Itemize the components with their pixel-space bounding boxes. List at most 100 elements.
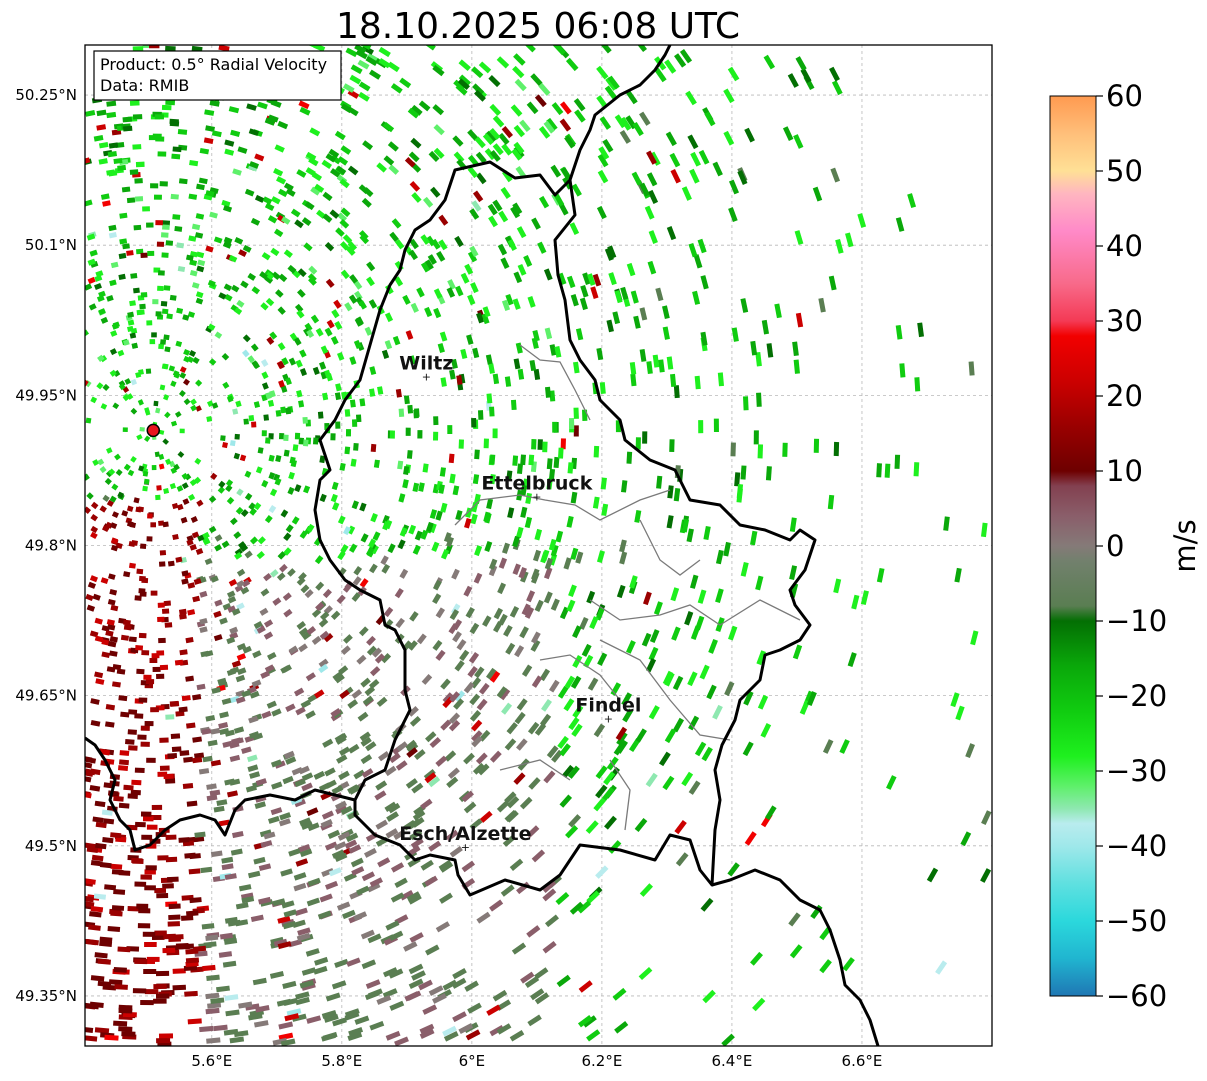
velocity-cell: [345, 832, 359, 843]
velocity-cell: [260, 302, 269, 311]
velocity-cell: [189, 160, 199, 167]
velocity-cell: [449, 846, 463, 858]
velocity-cell: [337, 515, 346, 525]
velocity-cell: [144, 409, 151, 416]
velocity-cell: [452, 1011, 467, 1023]
velocity-cell: [229, 517, 238, 526]
velocity-cell: [302, 416, 308, 424]
velocity-cell: [311, 608, 322, 618]
velocity-cell: [277, 361, 285, 370]
velocity-cell: [347, 699, 359, 709]
velocity-cell: [183, 349, 191, 356]
velocity-cell: [336, 594, 346, 605]
velocity-cell: [493, 607, 503, 620]
velocity-cell: [205, 1007, 220, 1015]
info-data-source: Data: RMIB: [100, 76, 189, 95]
velocity-cell: [257, 536, 266, 545]
velocity-cell: [183, 378, 190, 386]
velocity-cell: [380, 652, 392, 664]
velocity-cell: [210, 575, 219, 583]
velocity-cell: [108, 573, 116, 580]
velocity-cell: [117, 946, 131, 953]
velocity-cell: [144, 941, 157, 948]
velocity-cell: [140, 725, 150, 731]
velocity-cell: [564, 135, 576, 149]
velocity-cell: [209, 789, 221, 797]
velocity-cell: [428, 840, 442, 852]
velocity-cell: [614, 114, 627, 129]
velocity-cell: [359, 502, 367, 512]
velocity-cell: [222, 960, 237, 968]
velocity-cell: [381, 563, 391, 574]
velocity-cell: [529, 359, 537, 372]
velocity-cell: [634, 509, 642, 523]
velocity-cell: [150, 183, 159, 189]
velocity-cell: [263, 631, 274, 640]
velocity-cell: [743, 690, 754, 706]
velocity-cell: [681, 771, 694, 787]
velocity-cell: [161, 308, 169, 315]
velocity-cell: [839, 739, 850, 754]
velocity-cell: [108, 232, 117, 239]
velocity-cell: [685, 90, 697, 106]
velocity-cell: [486, 1004, 501, 1016]
velocity-cell: [283, 608, 293, 618]
velocity-cell: [550, 598, 560, 611]
velocity-cell: [298, 400, 305, 408]
velocity-cell: [510, 206, 521, 219]
velocity-cell: [248, 415, 255, 422]
velocity-cell: [526, 101, 539, 115]
velocity-cell: [165, 240, 174, 246]
velocity-cell: [634, 817, 648, 833]
velocity-cell: [205, 190, 215, 197]
velocity-cell: [672, 675, 684, 691]
velocity-cell: [818, 297, 826, 313]
velocity-cell: [380, 555, 389, 566]
velocity-cell: [134, 196, 144, 202]
velocity-cell: [285, 407, 292, 415]
velocity-cell: [241, 896, 255, 904]
velocity-cell: [330, 707, 342, 718]
country-border-south: [711, 868, 880, 1046]
velocity-cell: [614, 1021, 629, 1034]
velocity-cell: [481, 313, 490, 325]
velocity-cell: [435, 921, 451, 933]
velocity-cell: [315, 601, 325, 612]
velocity-cell: [527, 1014, 542, 1027]
velocity-cell: [580, 285, 589, 298]
velocity-cell: [128, 636, 137, 643]
velocity-cell: [284, 1013, 300, 1022]
velocity-cell: [286, 1008, 302, 1017]
velocity-cell: [85, 755, 93, 763]
velocity-cell: [458, 439, 464, 449]
velocity-cell: [144, 869, 156, 875]
velocity-cell: [94, 635, 104, 643]
velocity-cell: [175, 556, 183, 563]
velocity-cell: [263, 831, 276, 840]
velocity-cell: [169, 482, 177, 490]
velocity-cell: [233, 452, 241, 460]
velocity-cell: [95, 270, 104, 278]
velocity-cell: [420, 798, 433, 810]
velocity-cell: [236, 568, 246, 577]
velocity-cell: [282, 664, 292, 673]
velocity-cell: [264, 515, 273, 524]
velocity-cell: [541, 549, 550, 562]
velocity-cell: [229, 626, 239, 635]
velocity-cell: [267, 215, 278, 224]
velocity-cell: [190, 398, 197, 406]
velocity-cell: [704, 111, 716, 127]
velocity-cell: [344, 302, 353, 312]
velocity-cell: [282, 921, 297, 930]
velocity-cell: [308, 265, 318, 275]
velocity-cell: [548, 468, 556, 481]
city-marker: +: [532, 490, 541, 503]
velocity-cell: [822, 739, 834, 754]
velocity-cell: [800, 68, 812, 83]
velocity-cell: [192, 356, 200, 364]
velocity-cell: [294, 798, 306, 808]
velocity-cell: [283, 909, 297, 918]
velocity-cell: [156, 650, 165, 656]
velocity-cell: [565, 57, 579, 72]
velocity-cell: [270, 569, 279, 578]
